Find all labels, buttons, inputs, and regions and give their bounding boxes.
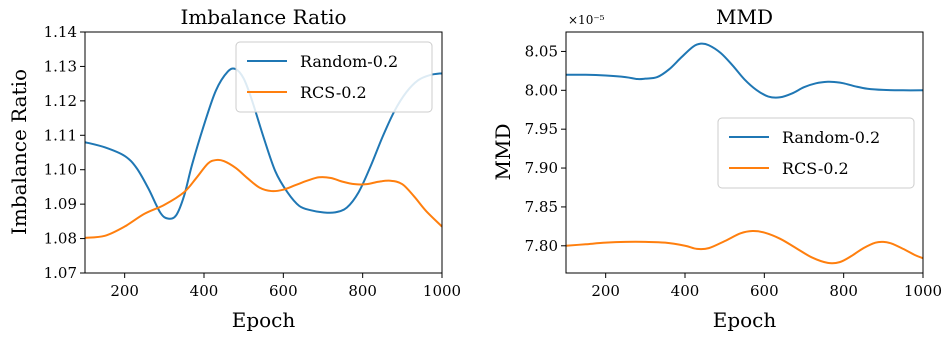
legend-entry: Random-0.2	[782, 128, 880, 147]
y-tick-label: 7.95	[525, 120, 558, 138]
plot-area	[85, 67, 442, 239]
imbalance-ratio-panel: Imbalance Ratio 200 400 600 800 1000 1.071.0…	[7, 5, 461, 332]
y-tick-label: 8.00	[525, 81, 558, 99]
x-tick-label: 200	[591, 282, 620, 300]
series-line	[85, 67, 442, 220]
x-tick-label: 400	[190, 282, 219, 300]
x-axis-label: Epoch	[232, 308, 296, 332]
y-tick-label: 1.10	[44, 161, 77, 179]
y-tick-label: 7.90	[525, 159, 558, 177]
mmd-panel: MMD ×10⁻⁵ 200 400 600 800 1000 7.807.857.907…	[491, 5, 942, 332]
y-tick-label: 1.09	[44, 195, 77, 213]
x-tick-label: 1000	[904, 282, 942, 300]
series-line	[566, 42, 923, 99]
x-tick-label: 400	[671, 282, 700, 300]
legend-box	[717, 117, 915, 189]
y-tick-label: 1.11	[44, 126, 77, 144]
x-tick-label: 600	[269, 282, 298, 300]
legend-entry: Random-0.2	[300, 52, 398, 71]
legend-box	[235, 41, 433, 113]
series-line	[85, 158, 442, 239]
x-tick-label: 200	[110, 282, 139, 300]
plot-area	[566, 42, 923, 265]
chart-title: MMD	[716, 5, 773, 29]
x-tick-label: 600	[750, 282, 779, 300]
x-tick-label: 800	[348, 282, 377, 300]
x-axis: 200 400 600 800 1000	[591, 273, 942, 300]
x-tick-label: 800	[829, 282, 858, 300]
y-tick-label: 1.13	[44, 57, 77, 75]
y-axis: 1.07 1.08 1.09 1.10 1.11 1.12 1.13 1.14	[44, 23, 85, 282]
series-line	[566, 229, 923, 265]
y-tick-label: 1.12	[44, 92, 77, 110]
x-axis-label: Epoch	[713, 308, 777, 332]
legend-entry: RCS-0.2	[782, 159, 849, 178]
y-axis: 7.80 7.85 7.90 7.95 8.00 8.05	[525, 42, 566, 255]
axes-frame	[565, 31, 924, 274]
legend: Random-0.2 RCS-0.2	[235, 41, 433, 113]
y-axis-label: Imbalance Ratio	[7, 69, 31, 235]
axes-frame	[84, 31, 443, 274]
x-tick-label: 1000	[423, 282, 461, 300]
legend: Random-0.2 RCS-0.2	[717, 117, 915, 189]
x-axis: 200 400 600 800 1000	[110, 273, 461, 300]
y-offset-label: ×10⁻⁵	[568, 13, 605, 27]
y-tick-label: 1.08	[44, 230, 77, 248]
chart-title: Imbalance Ratio	[180, 5, 346, 29]
legend-entry: RCS-0.2	[300, 83, 367, 102]
y-axis-label: MMD	[491, 124, 515, 181]
y-tick-label: 1.14	[44, 23, 77, 41]
y-tick-label: 1.07	[44, 264, 77, 282]
y-tick-label: 7.85	[525, 198, 558, 216]
y-tick-label: 8.05	[525, 42, 558, 60]
y-tick-label: 7.80	[525, 237, 558, 255]
